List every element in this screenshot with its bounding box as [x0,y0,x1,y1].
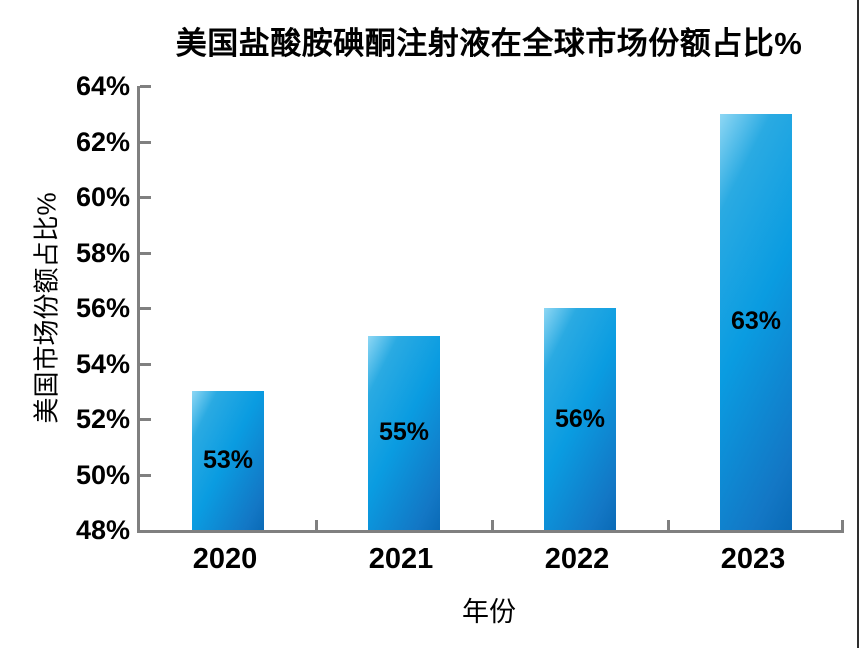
page-right-border [857,0,859,648]
y-axis-tick [140,251,151,255]
bar-data-label: 53% [202,446,254,475]
bar-data-label: 63% [730,307,782,336]
y-tick-label: 60% [75,182,130,212]
y-tick-label: 58% [75,237,130,268]
y-tick-label: 48% [75,515,130,545]
y-tick-label: 56% [75,293,130,323]
y-axis-tick [140,418,151,421]
plot-area: 53% 55% 56% 63% [137,85,844,533]
bar-2022: 56% [544,308,616,530]
x-axis-tick [315,520,318,530]
bar-data-label: 55% [378,418,430,447]
y-tick-label: 52% [75,404,130,434]
bar-data-label: 56% [554,404,606,433]
x-tick-label-2020: 2020 [192,543,258,575]
bar-2021: 55% [368,335,440,530]
x-tick-label-2021: 2021 [368,543,434,575]
y-axis-tick [140,362,151,366]
x-axis-tick [841,520,844,530]
y-axis-tick [140,85,151,88]
x-axis-tick [667,520,670,530]
x-tick-label-2023: 2023 [720,543,786,575]
y-tick-label: 50% [75,459,130,490]
y-axis-tick [140,307,151,310]
y-axis-tick [140,473,151,477]
bar-2023: 63% [720,113,792,530]
x-tick-label-2022: 2022 [544,543,610,575]
y-tick-label: 62% [75,126,130,157]
bar-2020: 53% [192,391,264,530]
y-tick-label: 64% [75,71,130,101]
x-axis-tick [491,520,494,530]
y-tick-label: 54% [75,348,130,379]
y-axis-tick [140,196,151,199]
chart-title: 美国盐酸胺碘酮注射液在全球市场份额占比% [175,26,803,61]
x-axis-title: 年份 [462,597,516,627]
y-axis-tick [140,140,151,144]
